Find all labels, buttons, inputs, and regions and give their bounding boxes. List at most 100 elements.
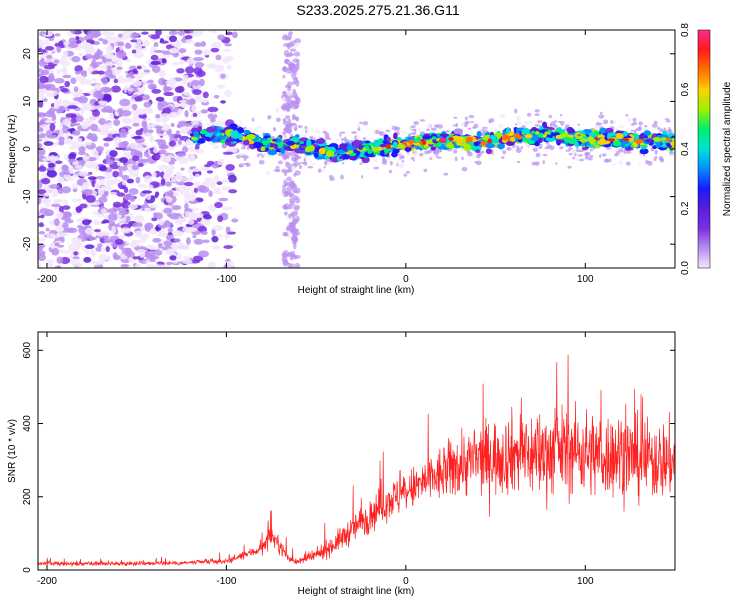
spectrogram-point xyxy=(54,33,61,37)
spectrogram-point xyxy=(192,112,198,117)
spectrogram-point xyxy=(173,238,181,243)
spectrogram-point xyxy=(155,118,161,123)
spectrogram-point xyxy=(194,49,203,55)
spectrogram-point xyxy=(423,168,428,173)
spectrogram-point xyxy=(129,142,139,150)
spectrogram-point xyxy=(213,174,220,183)
spectrogram-point xyxy=(468,115,475,119)
spectrogram-point xyxy=(627,117,632,123)
spectrogram-point xyxy=(301,134,307,138)
spectrogram-point xyxy=(218,197,229,202)
spectrogram-point xyxy=(634,139,643,144)
spectrogram-point xyxy=(116,66,123,70)
spectrogram-point xyxy=(615,146,618,152)
spectrogram-point xyxy=(610,119,613,125)
spectrogram-point xyxy=(38,112,47,118)
spectrogram-point xyxy=(168,77,177,86)
spectrogram-point xyxy=(213,94,220,99)
spectrogram-point xyxy=(445,142,454,149)
spectrogram-point xyxy=(664,118,670,121)
spectrogram-point xyxy=(339,132,342,138)
spectrogram-point xyxy=(281,185,286,189)
spectrogram-point xyxy=(192,255,204,262)
spectrogram-point xyxy=(291,99,296,107)
spectrogram-point xyxy=(410,132,415,135)
spectrogram-point xyxy=(177,242,185,250)
spectrogram-point xyxy=(665,120,671,123)
spectrogram-point xyxy=(577,123,581,126)
spectrogram-point xyxy=(175,186,186,193)
spectrogram-point xyxy=(38,222,44,227)
spectrogram-point xyxy=(51,113,57,122)
spectrogram-point xyxy=(98,254,107,262)
spectrogram-point xyxy=(638,161,641,165)
spectrogram-point xyxy=(268,115,272,118)
spectrogram-point xyxy=(71,56,81,63)
spectrogram-point xyxy=(223,245,234,249)
spectrogram-point xyxy=(282,120,289,126)
spectrogram-point xyxy=(184,186,192,192)
spectrogram-point xyxy=(112,170,119,178)
spectrogram-point xyxy=(653,120,658,125)
spectrogram-point xyxy=(51,189,58,198)
spectrogram-point xyxy=(58,248,64,254)
spectrogram-point xyxy=(542,159,545,165)
spectrogram-point xyxy=(131,49,137,54)
spectrogram-point xyxy=(55,211,64,219)
spectrogram-point xyxy=(83,256,92,263)
spectrogram-point xyxy=(239,119,243,125)
spectrogram-point xyxy=(371,146,379,152)
spectrogram-point xyxy=(413,151,418,157)
spectrogram-point xyxy=(43,39,50,46)
spectrogram-point xyxy=(182,226,191,233)
spectrogram-point xyxy=(641,144,648,149)
spectrogram-point xyxy=(109,150,118,157)
spectrogram-point xyxy=(159,38,165,43)
spectrogram-point xyxy=(292,137,300,141)
spectrogram-point xyxy=(329,176,335,182)
spectrogram-point xyxy=(56,45,62,53)
spectrogram-point xyxy=(143,101,152,108)
spectrogram-point xyxy=(644,159,650,165)
spectrogram-point xyxy=(248,143,254,149)
spectrogram-point xyxy=(644,124,648,128)
spectrogram-point xyxy=(653,158,657,161)
spectrogram-point xyxy=(54,77,65,84)
spectrogram-point xyxy=(158,149,167,155)
spectrogram-point xyxy=(314,152,319,158)
spectrogram-point xyxy=(231,146,238,153)
spectrogram-point xyxy=(239,153,245,156)
spectrogram-point xyxy=(128,203,138,210)
spectrogram-point xyxy=(54,242,60,247)
spectrogram-point xyxy=(295,134,300,139)
spectrogram-point xyxy=(179,190,190,196)
spectrogram-point xyxy=(473,123,479,129)
spectrogram-point xyxy=(157,232,169,237)
spectrogram-point xyxy=(167,232,173,236)
spectrogram-point xyxy=(179,60,184,66)
spectrogram-point xyxy=(46,264,53,268)
spectrogram-point xyxy=(134,263,142,268)
spectrogram-point xyxy=(520,146,524,150)
spectrogram-point xyxy=(57,232,69,237)
spectrogram-point xyxy=(124,30,134,34)
spectrogram-point xyxy=(400,144,406,148)
spectrogram-point xyxy=(280,147,285,155)
spectrogram-point xyxy=(82,155,90,161)
spectrogram-point xyxy=(212,224,224,232)
spectrogram-point xyxy=(117,41,125,47)
spectrogram-point xyxy=(155,30,162,36)
spectrogram-point xyxy=(53,59,60,64)
spectrogram-point xyxy=(178,48,187,54)
spectrogram-point xyxy=(184,203,189,210)
spectrogram-point xyxy=(147,184,154,190)
spectrogram-point xyxy=(185,237,191,245)
spectrogram-point xyxy=(150,54,159,61)
spectrogram-point xyxy=(107,35,112,43)
spectrogram-point xyxy=(196,138,206,144)
spectrogram-point xyxy=(281,90,287,95)
spectrogram-point xyxy=(95,175,106,180)
spectrogram-point xyxy=(171,61,181,66)
spectrogram-point xyxy=(507,146,511,150)
